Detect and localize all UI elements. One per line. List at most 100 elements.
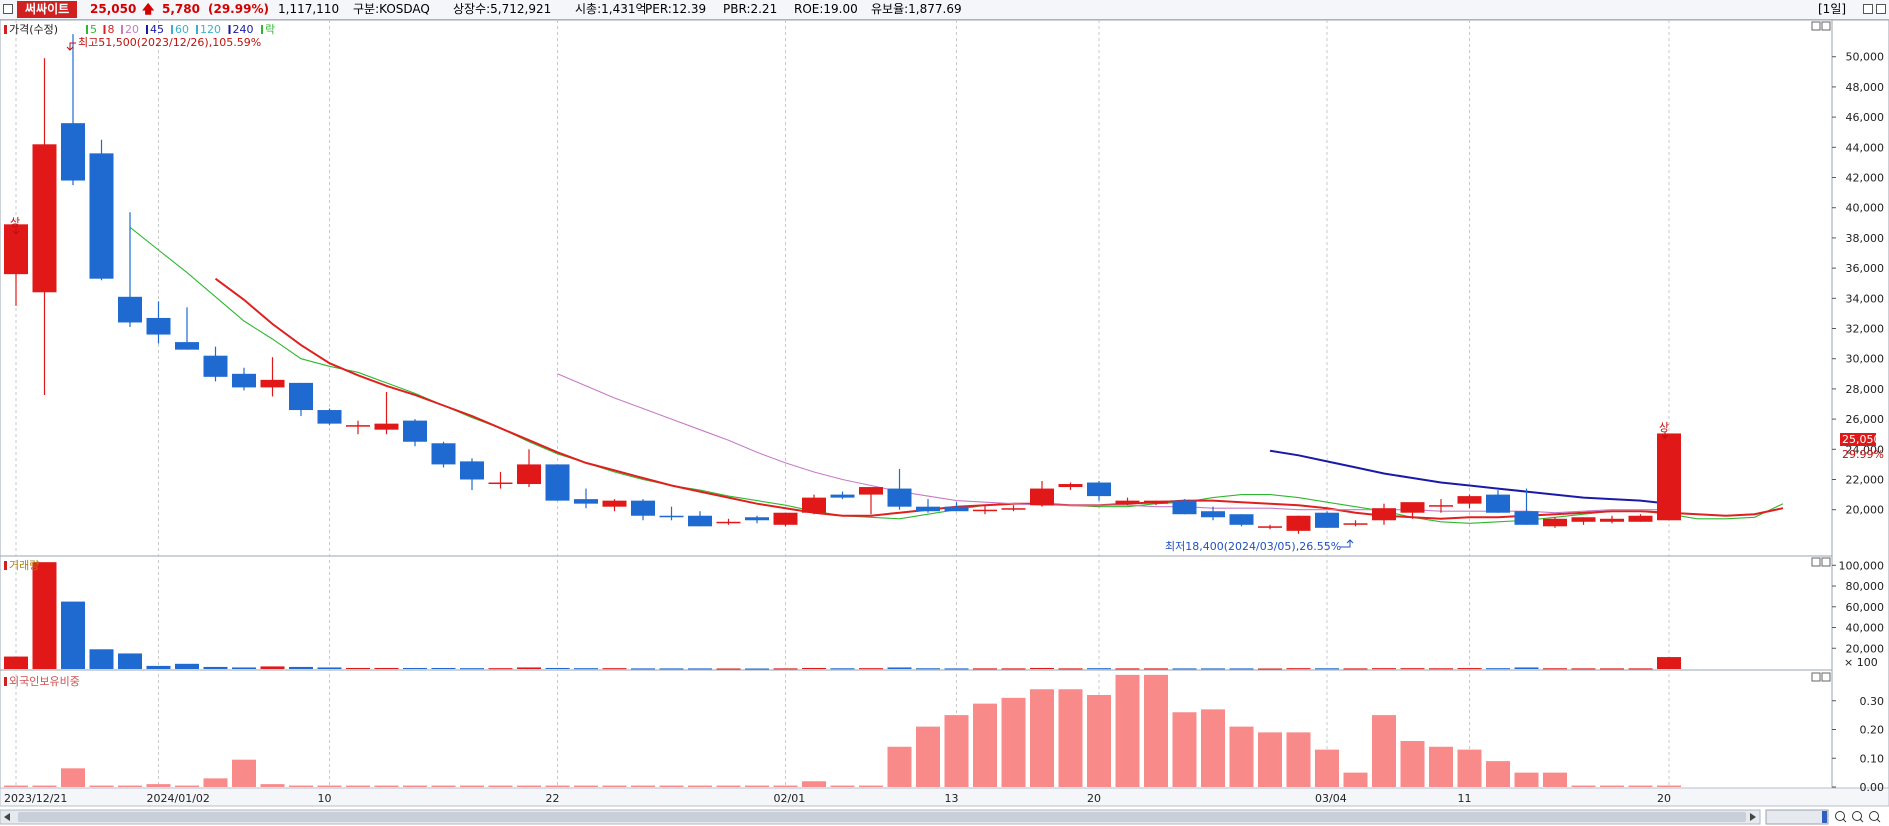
scroll-left-icon[interactable] xyxy=(4,813,10,821)
foreign-ratio-bar[interactable] xyxy=(545,785,570,787)
zoom-slider[interactable] xyxy=(1765,809,1829,825)
candle[interactable] xyxy=(1201,506,1225,521)
volume-bar[interactable] xyxy=(773,668,798,670)
foreign-ratio-bar[interactable] xyxy=(1457,749,1482,787)
candle[interactable] xyxy=(631,499,655,521)
foreign-ratio-bar[interactable] xyxy=(1514,772,1539,787)
panel-close-icon[interactable] xyxy=(1821,557,1831,567)
foreign-ratio-bar[interactable] xyxy=(89,785,114,787)
volume-bar[interactable] xyxy=(517,667,541,669)
zoom-slider-handle[interactable] xyxy=(1822,811,1827,823)
volume-bar[interactable] xyxy=(1543,668,1567,670)
volume-bar[interactable] xyxy=(346,667,370,669)
candle[interactable] xyxy=(688,511,712,527)
candle[interactable] xyxy=(232,367,256,391)
candle[interactable] xyxy=(1657,433,1681,521)
panel-minimize-icon[interactable] xyxy=(1811,21,1821,31)
panel-minimize-icon[interactable] xyxy=(1811,557,1821,567)
volume-bar[interactable] xyxy=(488,668,513,670)
volume-bar[interactable] xyxy=(1030,667,1054,669)
foreign-ratio-bar[interactable] xyxy=(260,784,285,787)
volume-bar[interactable] xyxy=(859,668,883,670)
volume-bar[interactable] xyxy=(146,665,171,669)
foreign-ratio-bar[interactable] xyxy=(1087,695,1111,787)
volume-bar[interactable] xyxy=(1514,667,1539,669)
volume-bar[interactable] xyxy=(61,601,85,669)
foreign-ratio-bar[interactable] xyxy=(1400,741,1425,787)
volume-bar[interactable] xyxy=(688,668,712,670)
foreign-ratio-bar[interactable] xyxy=(1115,674,1140,787)
foreign-ratio-bar[interactable] xyxy=(4,785,28,787)
foreign-ratio-bar[interactable] xyxy=(1286,732,1311,787)
candle[interactable] xyxy=(745,515,769,524)
foreign-ratio-bar[interactable] xyxy=(773,785,798,787)
foreign-ratio-bar[interactable] xyxy=(944,715,969,787)
volume-bar[interactable] xyxy=(1657,657,1681,669)
candle[interactable] xyxy=(517,449,541,488)
foreign-ratio-bar[interactable] xyxy=(716,785,741,787)
candle[interactable] xyxy=(1087,481,1111,501)
panel-minimize-icon[interactable] xyxy=(1811,672,1821,682)
foreign-ratio-bar[interactable] xyxy=(1058,689,1083,787)
candle[interactable] xyxy=(488,471,513,489)
volume-bar[interactable] xyxy=(118,653,142,669)
legend-item-240[interactable]: 240 xyxy=(233,23,254,36)
candle[interactable] xyxy=(545,464,570,501)
foreign-ratio-bar[interactable] xyxy=(1258,732,1282,787)
volume-bar[interactable] xyxy=(1172,668,1197,670)
candle[interactable] xyxy=(374,391,399,435)
volume-bar[interactable] xyxy=(1372,668,1396,670)
volume-bar[interactable] xyxy=(545,667,570,669)
candle[interactable] xyxy=(859,487,883,515)
foreign-ratio-bar[interactable] xyxy=(32,785,57,787)
volume-bars[interactable] xyxy=(4,562,1681,670)
volume-bar[interactable] xyxy=(1343,668,1368,670)
volume-bar[interactable] xyxy=(1201,668,1225,670)
volume-bar[interactable] xyxy=(1144,668,1168,670)
volume-panel[interactable] xyxy=(0,555,1833,671)
foreign-ratio-bar[interactable] xyxy=(146,784,171,787)
foreign-ratio-bar[interactable] xyxy=(602,785,627,787)
maximize-icon[interactable] xyxy=(1863,4,1873,14)
candle[interactable] xyxy=(1115,497,1140,506)
candle[interactable] xyxy=(1343,520,1368,527)
volume-bar[interactable] xyxy=(1115,668,1140,670)
foreign-ratio-bar[interactable] xyxy=(1201,709,1225,787)
candle[interactable] xyxy=(61,34,85,186)
foreign-ratio-bar[interactable] xyxy=(1543,772,1567,787)
foreign-ratio-bar[interactable] xyxy=(1600,785,1624,787)
candle[interactable] xyxy=(1030,481,1054,507)
volume-bar[interactable] xyxy=(1229,668,1254,670)
foreign-ratio-bar[interactable] xyxy=(118,785,142,787)
volume-bar[interactable] xyxy=(431,667,456,669)
volume-bar[interactable] xyxy=(1258,668,1282,670)
volume-bar[interactable] xyxy=(973,668,997,670)
volume-bar[interactable] xyxy=(716,668,741,670)
legend-item-45[interactable]: 45 xyxy=(150,23,164,36)
candle[interactable] xyxy=(916,499,940,513)
candle[interactable] xyxy=(1457,494,1482,509)
candle[interactable] xyxy=(773,512,798,527)
foreign-ratio-bar[interactable] xyxy=(374,785,399,787)
foreign-ratio-bar[interactable] xyxy=(346,785,370,787)
volume-bar[interactable] xyxy=(802,667,826,669)
volume-bar[interactable] xyxy=(232,667,256,669)
candle[interactable] xyxy=(260,357,285,397)
volume-bar[interactable] xyxy=(1400,668,1425,670)
foreign-ratio-bar[interactable] xyxy=(916,726,940,787)
candle[interactable] xyxy=(1058,482,1083,491)
candle[interactable] xyxy=(289,382,313,417)
foreign-ratio-bar[interactable] xyxy=(61,768,85,787)
foreign-ratio-bar[interactable] xyxy=(1372,715,1396,787)
candle[interactable] xyxy=(602,499,627,512)
foreign-ratio-bar[interactable] xyxy=(1229,726,1254,787)
candle[interactable] xyxy=(944,502,969,512)
ma-legend[interactable]: 5 8 20 45 60 120 240 락 xyxy=(86,23,275,36)
foreign-ratio-bar[interactable] xyxy=(1144,674,1168,787)
volume-bar[interactable] xyxy=(1486,668,1510,670)
volume-bar[interactable] xyxy=(317,667,342,669)
foreign-ratio-bar[interactable] xyxy=(659,785,684,787)
foreign-ratio-bar[interactable] xyxy=(317,785,342,787)
foreign-ratio-bar[interactable] xyxy=(175,785,199,787)
candle[interactable] xyxy=(1315,511,1339,528)
